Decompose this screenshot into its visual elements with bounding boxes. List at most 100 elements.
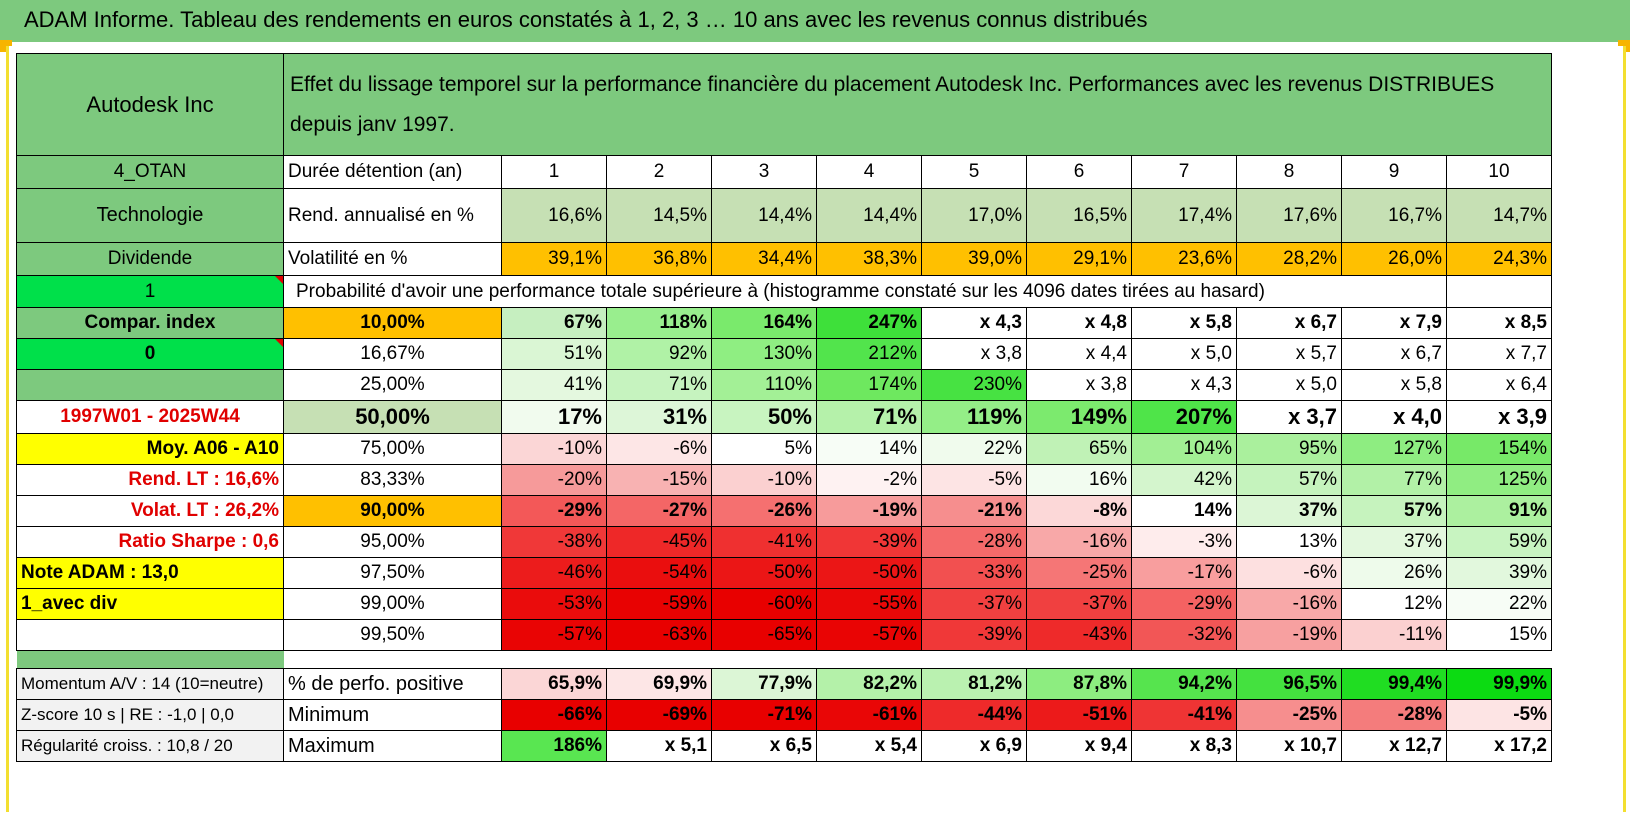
probability-value: -57%	[816, 619, 922, 651]
volatility-8: 28,2%	[1236, 242, 1342, 276]
probability-value: -29%	[501, 495, 607, 527]
probability-value: -60%	[711, 588, 817, 620]
footer-value: 99,4%	[1341, 668, 1447, 700]
probability-value: -50%	[711, 557, 817, 589]
years-row: 4_OTAN Durée détention (an) 1 2 3 4 5 6 7 8 9 10	[16, 155, 1552, 189]
footer-metric-label: Maximum	[283, 730, 502, 762]
probability-value: 37%	[1236, 495, 1342, 527]
probability-value: x 8,5	[1446, 307, 1552, 339]
probability-value: -37%	[1026, 588, 1132, 620]
annualized-return-8: 17,6%	[1236, 188, 1342, 243]
footer-left-label: Régularité croiss. : 10,8 / 20	[16, 730, 284, 762]
probability-value: -54%	[606, 557, 712, 589]
probability-value: 22%	[921, 433, 1027, 465]
footer-left-label: Z-score 10 s | RE : -1,0 | 0,0	[16, 699, 284, 731]
annualized-return-1: 16,6%	[501, 188, 607, 243]
probability-value: -10%	[501, 433, 607, 465]
probability-value: x 4,3	[921, 307, 1027, 339]
probability-value: 41%	[501, 369, 607, 401]
probability-value: x 3,8	[921, 338, 1027, 370]
probability-value: -55%	[816, 588, 922, 620]
moy-label: Moy. A06 - A10	[16, 433, 284, 465]
volatility-label: Volatilité en %	[283, 242, 502, 276]
volatility-6: 29,1%	[1026, 242, 1132, 276]
probability-row: 1_avec div 99,00% -53% -59% -60% -55% -37% -37%…	[16, 588, 1552, 620]
probability-value: -37%	[921, 588, 1027, 620]
probability-value: -65%	[711, 619, 817, 651]
volatility-7: 23,6%	[1131, 242, 1237, 276]
probability-value: -16%	[1026, 526, 1132, 558]
volatility-10: 24,3%	[1446, 242, 1552, 276]
probability-threshold: 50,00%	[283, 400, 502, 434]
probability-value: 57%	[1341, 495, 1447, 527]
footer-value: -71%	[711, 699, 817, 731]
probability-value: x 7,9	[1341, 307, 1447, 339]
year-3: 3	[711, 155, 817, 189]
footer-value: -61%	[816, 699, 922, 731]
annualized-return-label: Rend. annualisé en %	[283, 188, 502, 243]
footer-value: 96,5%	[1236, 668, 1342, 700]
footer-value: -25%	[1236, 699, 1342, 731]
returns-table: Autodesk Inc Effet du lissage temporel s…	[16, 53, 1552, 762]
probability-value: -20%	[501, 464, 607, 496]
probability-value: -50%	[816, 557, 922, 589]
probability-value: -38%	[501, 526, 607, 558]
footer-value: x 10,7	[1236, 730, 1342, 762]
volatility-2: 36,8%	[606, 242, 712, 276]
probability-threshold: 95,00%	[283, 526, 502, 558]
probability-value: -6%	[606, 433, 712, 465]
year-2: 2	[606, 155, 712, 189]
sector-label: Technologie	[16, 188, 284, 243]
volatility-9: 26,0%	[1341, 242, 1447, 276]
footer-value: 87,8%	[1026, 668, 1132, 700]
probability-value: 110%	[711, 369, 817, 401]
footer-value: x 8,3	[1131, 730, 1237, 762]
footer-value: 81,2%	[921, 668, 1027, 700]
probability-value: -26%	[711, 495, 817, 527]
separator-green-cell	[16, 650, 284, 669]
probability-value: 16%	[1026, 464, 1132, 496]
probability-value: x 4,4	[1026, 338, 1132, 370]
probability-row: Note ADAM : 13,0 97,50% -46% -54% -50% -50% -3…	[16, 557, 1552, 589]
probability-value: 95%	[1236, 433, 1342, 465]
probability-value: x 4,0	[1341, 400, 1447, 434]
probability-value: -11%	[1341, 619, 1447, 651]
footer-value: -69%	[606, 699, 712, 731]
annualized-return-5: 17,0%	[921, 188, 1027, 243]
probability-threshold: 99,50%	[283, 619, 502, 651]
title-bar: ADAM Informe. Tableau des rendements en …	[0, 0, 1630, 42]
footer-row: Régularité croiss. : 10,8 / 20 Maximum 186…	[16, 730, 1552, 762]
annualized-return-3: 14,4%	[711, 188, 817, 243]
annualized-return-2: 14,5%	[606, 188, 712, 243]
footer-value: -44%	[921, 699, 1027, 731]
separator-empty-cell	[284, 651, 1552, 669]
flag-zero: 0	[16, 338, 284, 370]
probability-threshold: 25,00%	[283, 369, 502, 401]
compar-index-label: Compar. index	[16, 307, 284, 339]
probability-value: -57%	[501, 619, 607, 651]
probability-value: 13%	[1236, 526, 1342, 558]
header-description: Effet du lissage temporel sur la perform…	[283, 53, 1552, 156]
probability-value: 91%	[1446, 495, 1552, 527]
year-10: 10	[1446, 155, 1552, 189]
probability-value: 92%	[606, 338, 712, 370]
annualized-return-9: 16,7%	[1341, 188, 1447, 243]
probability-value: -19%	[816, 495, 922, 527]
probability-value: -39%	[921, 619, 1027, 651]
footer-value: -51%	[1026, 699, 1132, 731]
footer-value: -66%	[501, 699, 607, 731]
year-1: 1	[501, 155, 607, 189]
volatility-3: 34,4%	[711, 242, 817, 276]
probability-value: -29%	[1131, 588, 1237, 620]
probability-value: -8%	[1026, 495, 1132, 527]
probability-value: -43%	[1026, 619, 1132, 651]
probability-value: x 5,0	[1131, 338, 1237, 370]
footer-value: x 6,9	[921, 730, 1027, 762]
probability-value: 164%	[711, 307, 817, 339]
probability-row: 1997W01 - 2025W44 50,00% 17% 31% 50% 71% 119% 1…	[16, 400, 1552, 434]
probability-value: 104%	[1131, 433, 1237, 465]
probability-value: x 3,7	[1236, 400, 1342, 434]
probability-value: x 4,8	[1026, 307, 1132, 339]
probability-value: 130%	[711, 338, 817, 370]
year-7: 7	[1131, 155, 1237, 189]
